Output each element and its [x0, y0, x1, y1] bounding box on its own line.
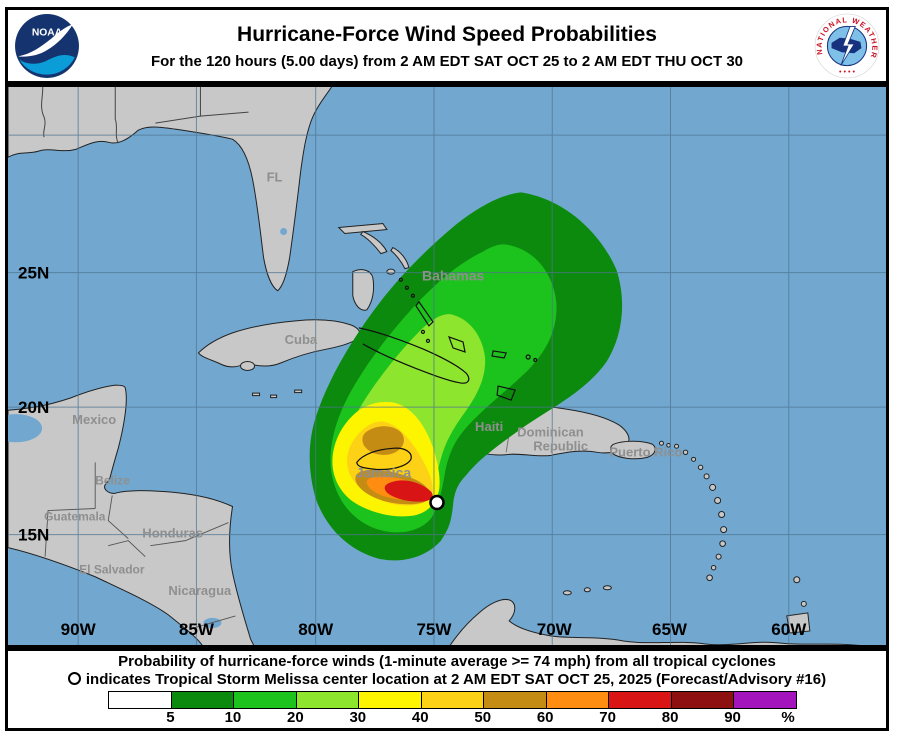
label-jamaica: Jamaica	[356, 464, 412, 480]
colorbar-label: 70	[599, 709, 616, 726]
colorbar-segment	[545, 692, 609, 708]
label-republic: Republic	[533, 438, 588, 453]
nws-logo: NATIONAL WEATHER SERVICE • • • •	[814, 13, 880, 78]
axis-labels: 25N 20N 15N 90W 85W 80W 75W 70W 65W 60W	[18, 264, 807, 639]
label-el-salvador: El Salvador	[79, 563, 145, 577]
storm-center-marker	[429, 494, 445, 511]
label-puerto-rico: Puerto Rico	[609, 444, 682, 459]
coastlines-over-contours	[356, 277, 538, 471]
se-bahamas-outlines	[415, 300, 516, 401]
colorbar-label: 90	[724, 709, 741, 726]
cayman-islands	[252, 389, 303, 399]
lon-label-75w: 75W	[416, 620, 452, 639]
colorbar-label: 10	[224, 709, 242, 726]
geo-labels: FL Cuba Mexico Belize Guatemala Honduras…	[44, 169, 682, 597]
colorbar-label: 5	[166, 709, 175, 726]
central-america-land	[8, 384, 255, 645]
noaa-logo-text: NOAA	[32, 27, 63, 38]
colorbar-segment	[670, 692, 734, 708]
lat-label-15n: 15N	[18, 526, 49, 545]
us-southeast-land	[8, 87, 333, 292]
colorbar-segment	[109, 692, 171, 708]
lon-label-60w: 60W	[771, 620, 807, 639]
lon-label-70w: 70W	[537, 620, 573, 639]
graticule	[8, 87, 886, 645]
lat-label-20n: 20N	[18, 398, 49, 417]
lon-label-65w: 65W	[652, 620, 688, 639]
state-borders	[41, 87, 249, 144]
nws-logo-dots: • • • •	[839, 66, 856, 75]
colorbar-label: 20	[287, 709, 304, 726]
colorbar-segment	[170, 692, 234, 708]
puerto-rico-land	[610, 440, 656, 460]
lat-label-25n: 25N	[18, 264, 49, 283]
label-mexico: Mexico	[72, 412, 116, 427]
label-honduras: Honduras	[142, 526, 203, 541]
colorbar-segment	[358, 692, 421, 708]
probability-colorbar-labels: 5 10 20 30 40 50 60 70 80 90%	[108, 709, 795, 727]
colorbar-segment	[608, 692, 671, 708]
colorbar-label: 30	[349, 709, 367, 726]
colorbar-label: 50	[474, 709, 492, 726]
legend-description: Probability of hurricane-force winds (1-…	[118, 653, 776, 670]
label-guatemala: Guatemala	[44, 510, 106, 524]
label-cuba: Cuba	[285, 332, 318, 347]
label-belize: Belize	[95, 473, 130, 487]
probability-colorbar	[108, 691, 797, 709]
colorbar-segment	[733, 692, 797, 708]
noaa-gull-icon	[18, 23, 73, 57]
legend-storm-info-text: indicates Tropical Storm Melissa center …	[85, 671, 827, 688]
header-bar: NOAA Hurricane-Force Wind Speed Probabil…	[5, 7, 889, 84]
bay-of-campeche	[8, 414, 43, 443]
probability-contours	[309, 192, 623, 561]
label-nicaragua: Nicaragua	[168, 583, 232, 598]
colorbar-label: 80	[661, 709, 679, 726]
parallel-lines	[8, 134, 886, 536]
legend-storm-info: indicates Tropical Storm Melissa center …	[8, 671, 886, 688]
colorbar-label: 60	[536, 709, 554, 726]
map-panel: FL Cuba Mexico Belize Guatemala Honduras…	[5, 84, 889, 648]
country-borders	[44, 462, 236, 630]
label-dominican: Dominican	[517, 424, 584, 439]
page-subtitle: For the 120 hours (5.00 days) from 2 AM …	[150, 53, 744, 71]
page-title: Hurricane-Force Wind Speed Probabilities	[237, 22, 657, 46]
nws-lightning-icon	[840, 25, 856, 66]
landmasses	[8, 87, 860, 645]
contour-70pct	[384, 480, 433, 502]
noaa-logo: NOAA	[15, 13, 79, 78]
storm-marker-symbol	[67, 672, 81, 685]
lake-okeechobee	[280, 228, 288, 236]
map-canvas: FL Cuba Mexico Belize Guatemala Honduras…	[8, 87, 886, 645]
lesser-antilles-islands	[562, 440, 811, 634]
colorbar-segment	[295, 692, 359, 708]
legend-panel: Probability of hurricane-force winds (1-…	[5, 648, 889, 731]
cuba-east-coastline	[358, 327, 470, 384]
lon-label-80w: 80W	[298, 620, 334, 639]
jamaica-coastline	[356, 447, 412, 471]
lon-label-90w: 90W	[61, 620, 97, 639]
south-america-land	[449, 598, 860, 645]
lon-label-85w: 85W	[179, 620, 215, 639]
colorbar-label: 40	[411, 709, 429, 726]
isla-juventud	[240, 360, 256, 372]
meridian-lines	[77, 87, 790, 645]
label-fl: FL	[267, 169, 283, 184]
label-haiti: Haiti	[475, 419, 503, 434]
colorbar-segment	[233, 692, 296, 708]
label-bahamas: Bahamas	[422, 268, 485, 284]
colorbar-label: %	[781, 709, 795, 726]
cuba-west-land	[197, 319, 361, 368]
colorbar-segment	[483, 692, 546, 708]
header-titles: Hurricane-Force Wind Speed Probabilities…	[86, 21, 808, 70]
colorbar-segment	[420, 692, 484, 708]
